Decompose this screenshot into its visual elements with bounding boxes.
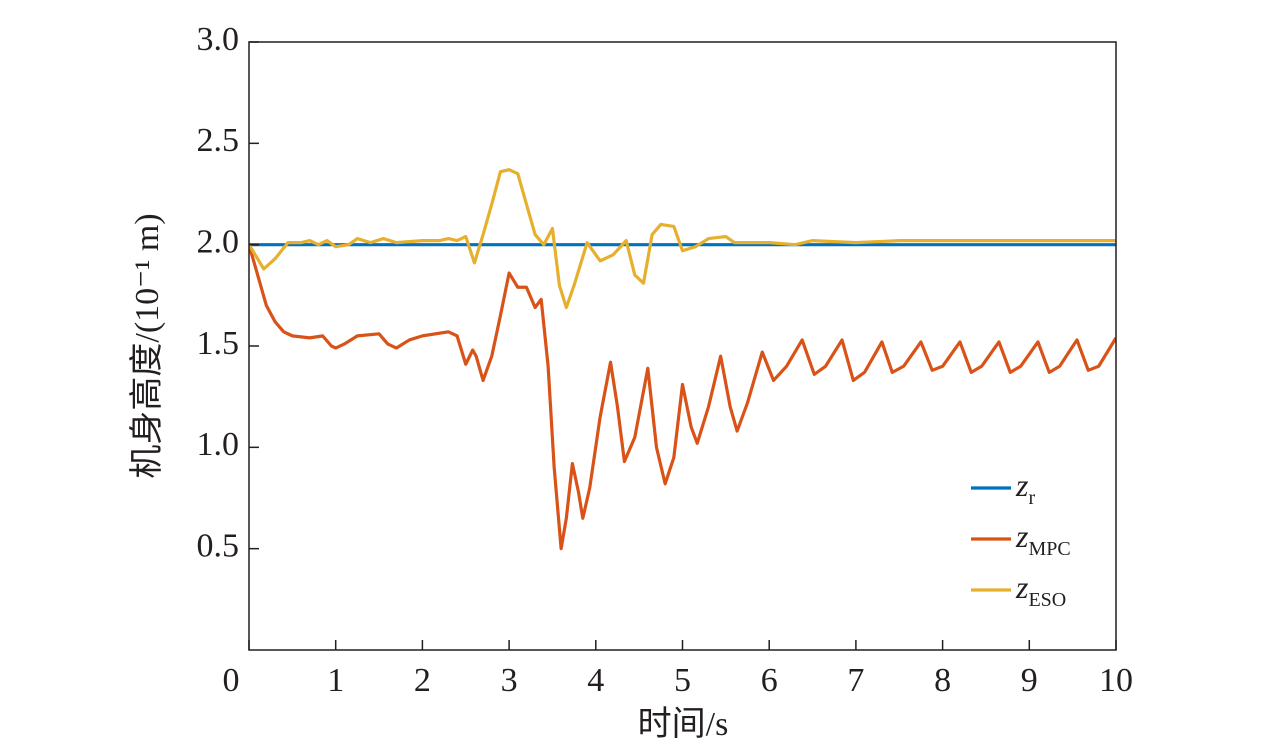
legend-label: zMPC	[1015, 518, 1071, 560]
y-axis-label: 机身高度/(10⁻¹ m)	[128, 213, 166, 478]
series-line	[249, 168, 1116, 310]
legend-label: zr	[1015, 467, 1035, 509]
x-tick-label: 1	[327, 662, 344, 699]
y-tick-label: 2.0	[197, 223, 240, 260]
x-tick-label: 9	[1021, 662, 1038, 699]
legend-subscript: ESO	[1028, 589, 1066, 611]
y-tick-label: 2.5	[197, 122, 240, 159]
x-tick-label: 4	[587, 662, 604, 699]
plot-frame	[248, 41, 1117, 651]
x-tick-label: 6	[761, 662, 778, 699]
y-tick-label: 3.0	[197, 21, 240, 58]
y-tick-label: 1.5	[197, 325, 240, 362]
legend-name: z	[1015, 518, 1029, 554]
legend-label: zESO	[1015, 569, 1066, 611]
x-tick-label: 8	[934, 662, 951, 699]
x-tick-label: 10	[1099, 662, 1133, 699]
y-tick-label: 1.0	[197, 426, 240, 463]
x-tick-label: 7	[847, 662, 864, 699]
y-tick-label: 0.5	[197, 527, 240, 564]
x-tick-label: 5	[674, 662, 691, 699]
series-line	[249, 244, 1116, 551]
x-axis-label: 时间/s	[638, 706, 729, 743]
legend-name: z	[1015, 569, 1029, 605]
legend-subscript: r	[1028, 487, 1035, 509]
x-tick-label: 2	[414, 662, 431, 699]
x-tick-label: 3	[501, 662, 518, 699]
x-tick-label: 0	[223, 662, 240, 699]
legend-subscript: MPC	[1028, 538, 1070, 560]
legend-name: z	[1015, 467, 1029, 503]
